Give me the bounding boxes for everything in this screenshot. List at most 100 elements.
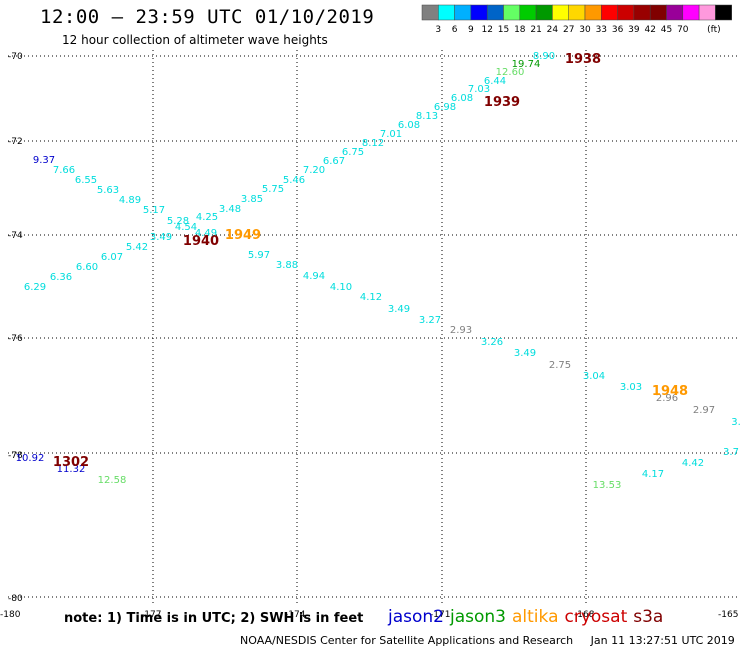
colorbar-cell [666,4,684,21]
wave-height-label: 3.04 [583,371,605,382]
wave-height-label: 4.42 [682,458,704,469]
wave-height-label: 8.12 [362,138,384,149]
wave-height-label: 2.96 [656,393,678,404]
wave-height-label: 6.08 [451,93,473,104]
wave-height-label: 5.28 [167,216,189,227]
wave-height-label: 7.03 [468,84,490,95]
wave-height-label: 8.13 [416,111,438,122]
wave-height-label: 4.49 [195,228,217,239]
wave-height-label: 7.01 [380,129,402,140]
longitude-label: -171 [430,610,450,620]
wave-height-label: 3. [731,417,740,428]
colorbar-tick-label: 27 [563,25,574,35]
wave-height-label: 13.53 [593,480,622,491]
wave-height-label: 6.75 [342,147,364,158]
colorbar-cell [698,4,716,21]
colorbar-tick-label: 42 [644,25,655,35]
wave-height-label: 2.97 [693,405,715,416]
colorbar-tick-label: 36 [612,25,624,35]
wave-height-label: 6.29 [24,282,46,293]
longitude-label: -165 [718,610,738,620]
wave-height-label: 7.20 [303,165,325,176]
colorbar-cell [470,4,488,21]
wave-height-label: 8.90 [533,51,555,62]
wave-height-label: 3.03 [620,382,642,393]
page-subtitle: 12 hour collection of altimeter wave hei… [62,33,328,47]
mission-s3a: s3a [633,607,664,627]
wave-height-label: 12.58 [98,475,127,486]
wave-height-label: 19.74 [512,59,541,70]
latitude-label: -80 [8,594,23,604]
wave-height-label: 2.75 [549,360,571,371]
wave-height-label: 5.75 [262,184,284,195]
pass-time-label: 1939 [484,95,520,110]
latitude-label: -74 [8,231,23,241]
wave-height-labels: 9.377.666.555.634.895.175.284.544.49 5.97… [16,51,740,491]
colorbar-tick-label: 3 [435,25,441,35]
wave-height-label: 6.55 [75,175,97,186]
wave-height-label: 5.46 [283,175,305,186]
wave-height-label: 6.98 [434,102,456,113]
wave-height-label: 3.88 [276,260,298,271]
colorbar-cell [535,4,553,21]
wave-height-label: 5.42 [126,242,148,253]
colorbar-tick-label: 21 [530,25,541,35]
colorbar-tick-label: 9 [468,25,474,35]
colorbar-cell [503,4,521,21]
wave-height-label: 3.48 [219,204,241,215]
pass-time-label: 1948 [652,384,688,399]
colorbar-cell [601,4,618,21]
wave-height-label: 3.49 [388,304,410,315]
colorbar-tick-label: 15 [498,25,509,35]
footer-timestamp: Jan 11 13:27:51 UTC 2019 [590,634,735,647]
color-legend-bar: 3 6 9 12 15 18 21 24 27 30 33 36 39 42 45 70 (ft) [421,4,732,35]
wave-height-label: 4.94 [303,271,325,282]
colorbar-tick-label: 6 [452,25,458,35]
wave-height-label: 6.36 [50,272,72,283]
pass-time-label: 1938 [565,52,601,67]
wave-height-label: 6.60 [76,262,98,273]
wave-height-label: 7.66 [53,165,75,176]
wave-height-label: 6.08 [398,120,420,131]
wave-height-label: 3.26 [481,337,503,348]
colorbar-tick-label: 18 [514,25,526,35]
colorbar-cell [584,4,602,21]
colorbar-tick-label: 45 [661,25,672,35]
map-grid: -70 -72 -74 -76 -78 -80 -180 -177 -174 -171 -168 -1… [0,50,740,620]
footer: NOAA/NESDIS Center for Satellite Applica… [240,634,735,647]
longitude-label: -177 [141,610,161,620]
wave-height-label: 6.67 [323,156,345,167]
latitude-label: -72 [8,137,23,147]
mission-jason3: jason3 [450,607,506,627]
note-text: note: 1) Time is in UTC; 2) SWH is in fe… [64,611,364,626]
colorbar-tick-label: 30 [579,25,591,35]
wave-height-label: 5.63 [97,185,119,196]
longitude-label: -180 [0,610,21,620]
colorbar-cell [682,4,700,21]
colorbar-tick-label: 33 [596,25,607,35]
wave-height-label: 10.92 [16,453,45,464]
colorbar-cell [715,4,732,21]
colorbar-tick-label: 70 [677,25,689,35]
wave-height-label: 11.32 [57,464,86,475]
colorbar-tick-label: 24 [547,25,559,35]
mission-jason2: jason2 [388,607,444,627]
longitude-label: -168 [574,610,595,620]
wave-height-label: 3.7 [723,447,739,458]
wave-height-label: 2.93 [450,325,472,336]
colorbar-tick-label: 39 [628,25,640,35]
colorbar-cell [568,4,586,21]
colorbar-cell [649,4,667,21]
wave-height-label: 9.37 [33,155,55,166]
colorbar-cell [519,4,537,21]
wave-height-label: 4.17 [642,469,664,480]
pass-time-label: 1949 [225,228,261,243]
colorbar-cell [454,4,472,21]
latitude-label: -76 [8,334,23,344]
wave-height-label: 3.49 [514,348,536,359]
longitude-label: -174 [285,610,306,620]
colorbar-cell [438,4,455,21]
wave-height-label: 4.54 [175,222,197,233]
pass-time-label: 1302 [53,455,89,470]
